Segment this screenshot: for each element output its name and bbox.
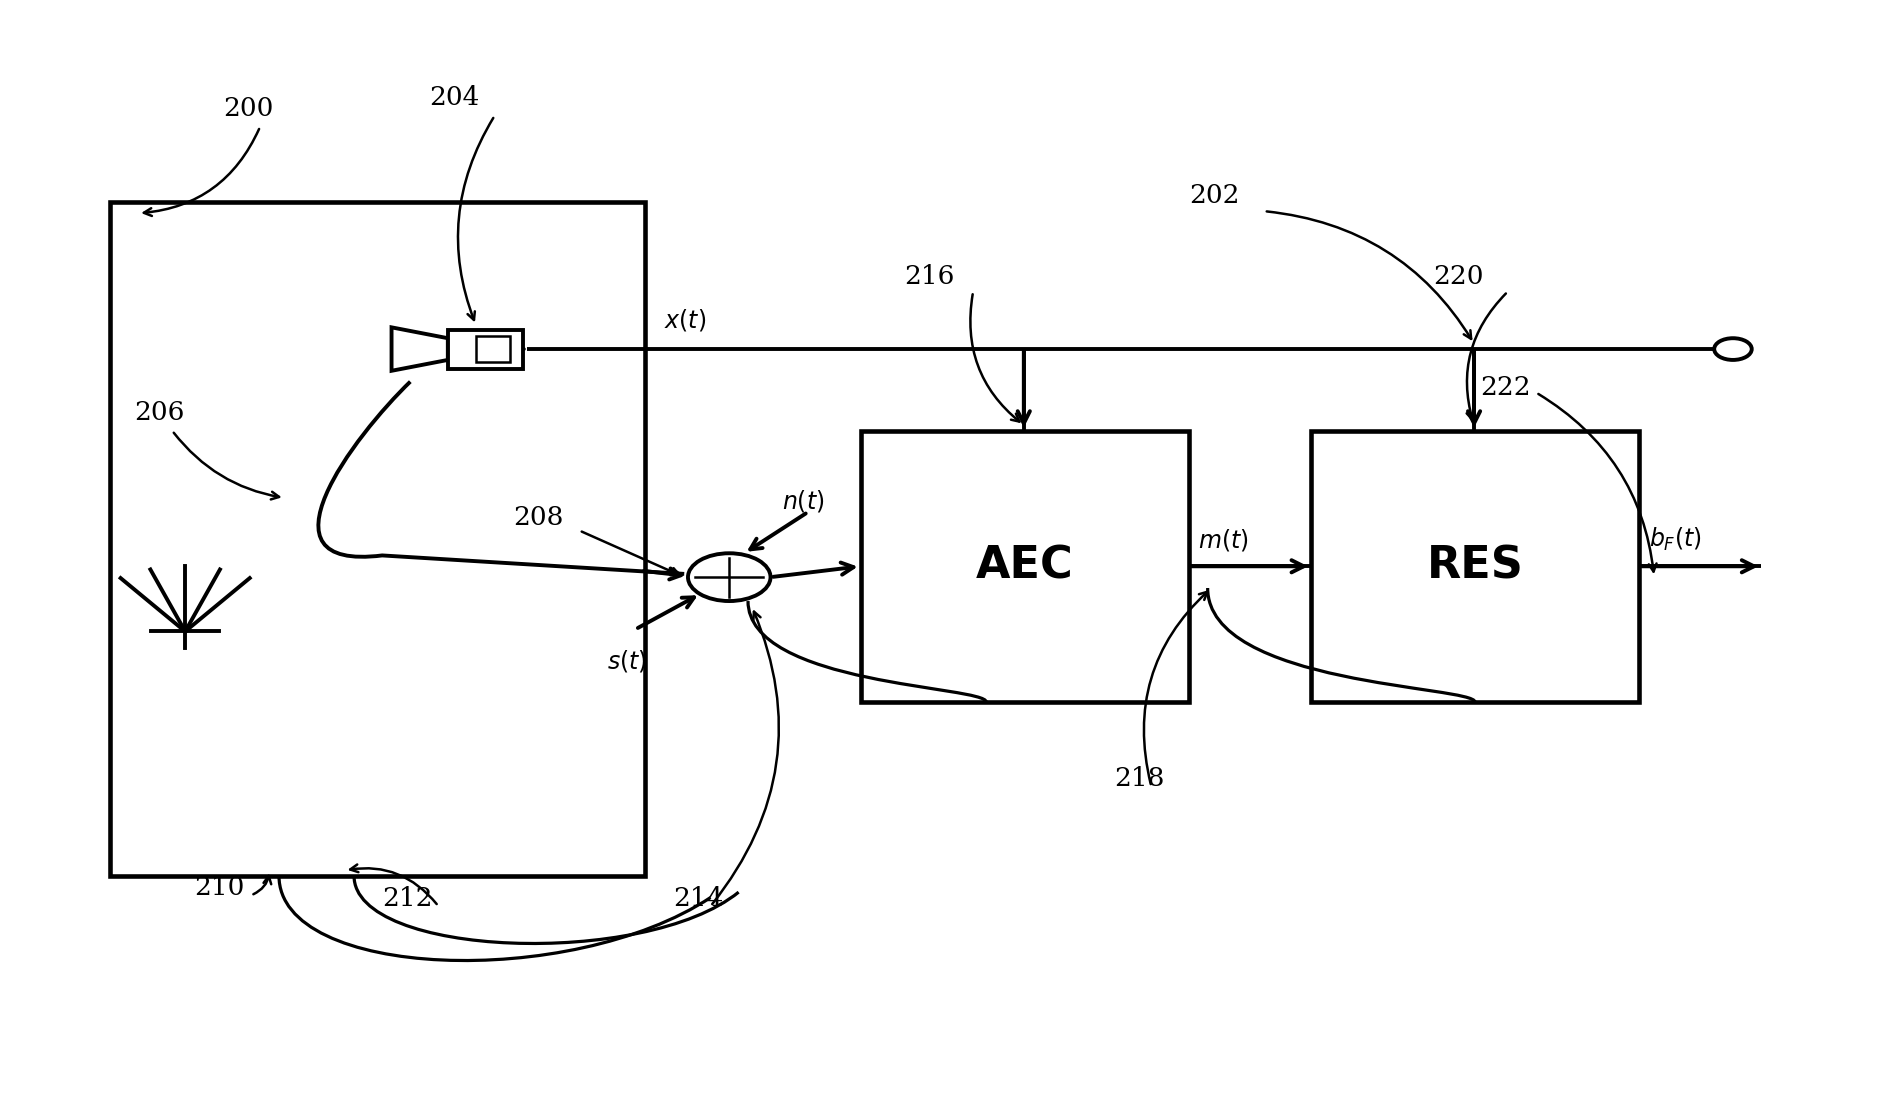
- Text: 214: 214: [672, 886, 723, 911]
- Text: 206: 206: [134, 400, 185, 425]
- Text: 210: 210: [195, 874, 246, 900]
- Circle shape: [688, 553, 771, 601]
- FancyBboxPatch shape: [110, 202, 644, 876]
- Text: $m(t)$: $m(t)$: [1198, 527, 1249, 553]
- Text: $x(t)$: $x(t)$: [663, 307, 705, 333]
- Text: 208: 208: [514, 505, 563, 530]
- Text: 200: 200: [223, 96, 272, 121]
- Text: 220: 220: [1432, 264, 1483, 289]
- Text: AEC: AEC: [975, 544, 1073, 587]
- FancyBboxPatch shape: [1311, 430, 1638, 702]
- Text: 212: 212: [382, 886, 433, 911]
- Text: RES: RES: [1426, 544, 1523, 587]
- Text: $s(t)$: $s(t)$: [606, 648, 646, 673]
- Text: 202: 202: [1188, 183, 1239, 208]
- Polygon shape: [391, 328, 448, 371]
- Text: 222: 222: [1479, 375, 1530, 400]
- Text: $b_F(t)$: $b_F(t)$: [1647, 526, 1700, 553]
- Circle shape: [1713, 338, 1751, 360]
- Text: $n(t)$: $n(t)$: [782, 488, 824, 514]
- Text: 204: 204: [429, 85, 480, 110]
- Bar: [476, 336, 510, 362]
- Text: 218: 218: [1113, 766, 1164, 791]
- FancyBboxPatch shape: [859, 430, 1188, 702]
- Text: 216: 216: [903, 264, 954, 289]
- Bar: [448, 330, 523, 369]
